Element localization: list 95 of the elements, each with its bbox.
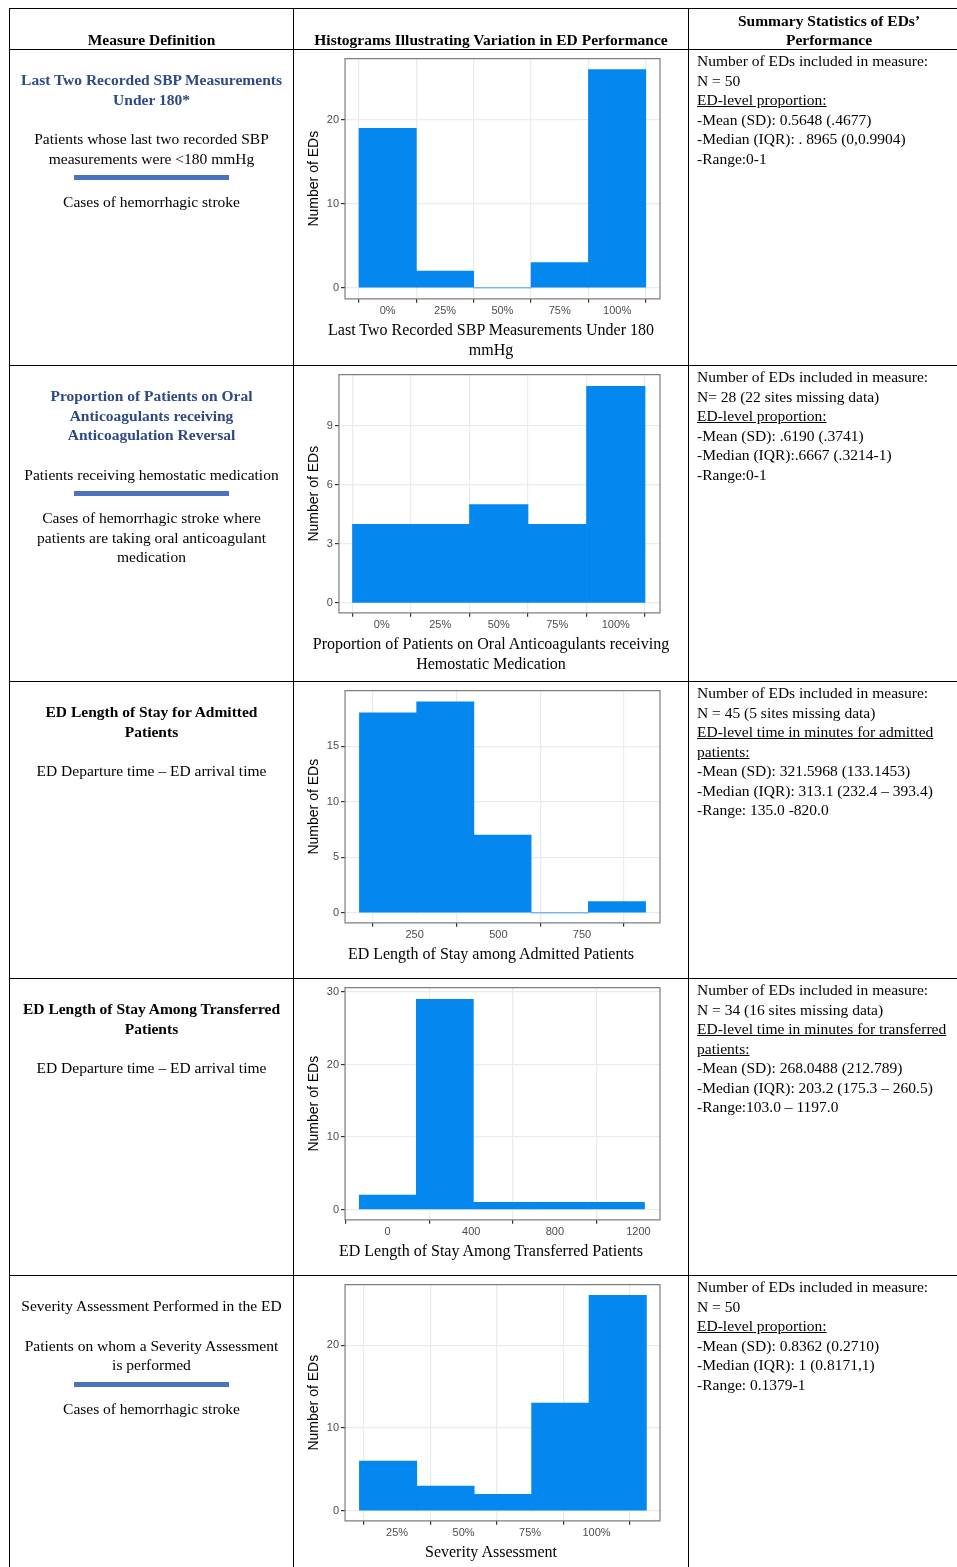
- text: Histograms Illustrating Variation in ED Performance: [293, 8, 689, 50]
- y-tick-label: 10: [326, 196, 340, 209]
- y-tick-label: 20: [326, 1057, 340, 1070]
- text: -Mean (SD): 0.8362 (0.2710): [697, 1335, 881, 1355]
- x-tick-label: 800: [545, 1225, 565, 1238]
- y-tick-label: 0: [332, 1503, 340, 1516]
- x-tick-label: 25%: [434, 304, 457, 317]
- y-tick-label: 30: [326, 984, 340, 997]
- text: -Median (IQR): 313.1 (232.4 – 393.4): [697, 780, 934, 800]
- x-tick-label: 50%: [491, 304, 514, 317]
- text: ED-level proportion:: [697, 407, 827, 424]
- x-tick-label: 50%: [487, 618, 510, 631]
- y-tick-label: 0: [332, 280, 340, 293]
- text: Patients whose last two recorded SBP measurements were <180 mmHg: [33, 129, 270, 168]
- text: Summary Statistics of EDs’ Performance: [688, 8, 957, 50]
- text: -Range: 135.0 -820.0: [697, 800, 830, 820]
- text: Number of EDs included in measure:: [697, 51, 930, 71]
- x-tick-label: 100%: [601, 618, 631, 631]
- x-tick-label: 500: [489, 928, 508, 941]
- y-tick-label: 20: [326, 1338, 340, 1351]
- y-axis-title: Number of EDs: [305, 130, 322, 227]
- text: -Mean (SD): 0.5648 (.4677): [697, 109, 873, 129]
- x-tick-label: 250: [405, 928, 424, 941]
- text: ED-level time in minutes for transferred patients:: [697, 1020, 947, 1057]
- x-axis-title: ED Length of Stay among Admitted Patients: [346, 944, 636, 964]
- y-tick-label: 10: [326, 1130, 340, 1143]
- text: ED Departure time – ED arrival time: [35, 1058, 268, 1078]
- x-axis-title: Severity Assessment: [424, 1542, 558, 1562]
- text: Cases of hemorrhagic stroke: [62, 192, 241, 212]
- text: -Median (IQR): 203.2 (175.3 – 260.5): [697, 1077, 934, 1097]
- text: ED-level proportion:: [697, 91, 827, 108]
- x-tick-label: 100%: [582, 1526, 611, 1539]
- text: ED Departure time – ED arrival time: [35, 761, 268, 781]
- y-tick-label: 3: [326, 536, 333, 549]
- x-axis-title: ED Length of Stay Among Transferred Patients: [338, 1241, 644, 1261]
- y-axis-title: Number of EDs: [305, 758, 322, 855]
- x-tick-label: 0: [384, 1225, 391, 1238]
- y-axis-title: Number of EDs: [305, 1354, 322, 1451]
- text: ED-level proportion:: [697, 1317, 827, 1334]
- y-tick-label: 6: [326, 477, 333, 490]
- text: Cases of hemorrhagic stroke: [62, 1398, 241, 1418]
- text: Number of EDs included in measure:: [697, 683, 930, 703]
- text: ED Length of Stay Among Transferred Patients: [21, 999, 282, 1038]
- x-tick-label: 50%: [452, 1526, 475, 1539]
- text: ED Length of Stay for Admitted Patients: [44, 702, 259, 741]
- y-tick-label: 9: [326, 418, 333, 431]
- x-tick-label: 100%: [603, 304, 632, 317]
- text: Measure Definition: [9, 8, 294, 50]
- text: -Mean (SD): 321.5968 (133.1453): [697, 761, 912, 781]
- x-tick-label: 75%: [519, 1526, 542, 1539]
- text: Patients on whom a Severity Assessment is performed: [23, 1335, 280, 1375]
- text: Cases of hemorrhagic stroke where patients are taking oral anticoagulant medication: [36, 508, 267, 567]
- y-tick-label: 5: [332, 850, 340, 863]
- text: Last Two Recorded SBP Measurements Under 180*: [20, 70, 283, 109]
- text: N = 50: [697, 1296, 742, 1316]
- x-tick-label: 0%: [373, 618, 390, 631]
- text: -Median (IQR): 1 (0.8171,1): [697, 1355, 876, 1375]
- y-tick-label: 0: [332, 1202, 340, 1215]
- y-tick-label: 20: [326, 112, 340, 125]
- y-tick-label: 10: [326, 794, 340, 807]
- text: ED-level time in minutes for admitted patients:: [697, 723, 934, 760]
- text: Proportion of Patients on Oral Anticoagulants receiving Anticoagulation Reversal: [49, 386, 254, 445]
- x-tick-label: 0%: [379, 304, 396, 317]
- text: -Range:103.0 – 1197.0: [697, 1097, 840, 1117]
- text: N = 50: [697, 70, 742, 90]
- text: -Range:0-1: [697, 148, 768, 168]
- text: -Median (IQR): . 8965 (0,0.9904): [697, 129, 907, 149]
- x-tick-label: 750: [572, 928, 592, 941]
- y-tick-label: 15: [326, 739, 340, 752]
- x-tick-label: 25%: [386, 1526, 409, 1539]
- text: N= 28 (22 sites missing data): [697, 386, 881, 406]
- text: Patients receiving hemostatic medication: [23, 464, 280, 484]
- x-tick-label: 25%: [429, 618, 452, 631]
- x-tick-label: 75%: [548, 304, 571, 317]
- x-axis-title: Last Two Recorded SBP Measurements Under 180 mmHg: [327, 320, 655, 360]
- text: -Range: 0.1379-1: [697, 1374, 807, 1394]
- text: -Median (IQR):.6667 (.3214-1): [697, 445, 893, 465]
- text: -Range:0-1: [697, 464, 768, 484]
- y-tick-label: 0: [332, 905, 340, 918]
- x-tick-label: 75%: [546, 618, 569, 631]
- y-tick-label: 0: [326, 595, 333, 608]
- y-axis-title: Number of EDs: [305, 1055, 322, 1152]
- y-axis-title: Number of EDs: [305, 445, 322, 542]
- text: Number of EDs included in measure:: [697, 980, 930, 1000]
- text: N = 45 (5 sites missing data): [697, 702, 877, 722]
- text: N = 34 (16 sites missing data): [697, 999, 885, 1019]
- x-axis-title: Proportion of Patients on Oral Anticoagulants receiving Hemostatic Medication: [311, 634, 671, 674]
- text: -Mean (SD): 268.0488 (212.789): [697, 1058, 904, 1078]
- text: Number of EDs included in measure:: [697, 367, 930, 387]
- text: Severity Assessment Performed in the ED: [20, 1296, 283, 1316]
- x-tick-label: 400: [462, 1225, 481, 1238]
- x-tick-label: 1200: [626, 1225, 651, 1238]
- text: Number of EDs included in measure:: [697, 1277, 930, 1297]
- text: -Mean (SD): .6190 (.3741): [697, 425, 865, 445]
- y-tick-label: 10: [326, 1421, 340, 1434]
